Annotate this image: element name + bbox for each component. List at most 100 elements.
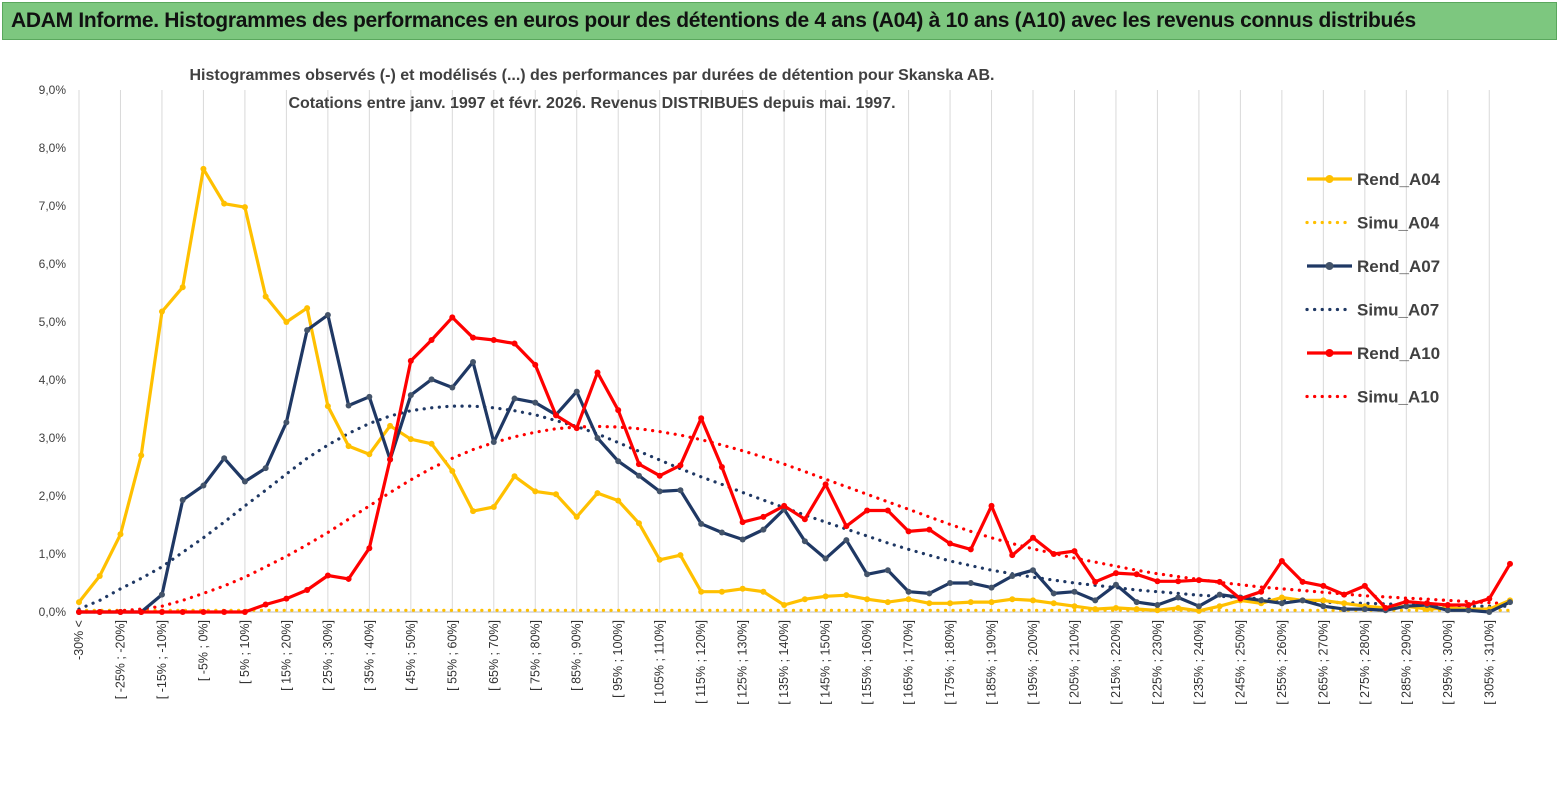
series-line — [77, 404, 1512, 611]
data-point — [1486, 595, 1493, 602]
data-point — [1195, 607, 1202, 614]
data-point — [1009, 596, 1016, 603]
data-point — [1009, 552, 1016, 559]
data-point — [615, 458, 622, 465]
data-point — [947, 540, 954, 547]
y-tick-label: 3,0% — [39, 431, 67, 445]
data-point — [594, 435, 601, 441]
data-point — [1341, 600, 1348, 607]
data-point — [801, 516, 808, 523]
data-point — [781, 602, 788, 609]
legend-label: Rend_A07 — [1357, 257, 1440, 276]
x-tick-label: [ 275% ; 280%] — [1358, 620, 1372, 705]
data-point — [1258, 597, 1265, 604]
series-line — [77, 424, 1512, 614]
data-point — [1278, 557, 1285, 564]
data-point — [781, 502, 788, 509]
data-point — [96, 609, 103, 615]
data-point — [1465, 602, 1472, 609]
data-point — [200, 609, 207, 615]
data-point — [1216, 591, 1223, 598]
legend-label: Simu_A07 — [1357, 301, 1439, 320]
y-tick-label: 8,0% — [39, 141, 67, 155]
x-tick-label: [ -25% ; -20%] — [113, 620, 127, 699]
data-point — [1320, 603, 1327, 610]
data-point — [656, 472, 663, 479]
y-tick-label: 4,0% — [39, 373, 67, 387]
series-rend-a07 — [76, 312, 1513, 615]
data-point — [1175, 604, 1182, 611]
data-point — [926, 590, 933, 597]
data-point — [1175, 578, 1182, 585]
data-point — [822, 593, 829, 600]
data-point — [179, 609, 186, 615]
data-point — [490, 439, 497, 446]
data-point — [926, 526, 933, 533]
data-point — [698, 588, 705, 595]
data-point — [1403, 598, 1410, 605]
data-point — [926, 600, 933, 607]
data-point — [677, 487, 684, 494]
data-point — [573, 513, 580, 520]
data-point — [615, 497, 622, 504]
data-point — [698, 415, 705, 422]
x-tick-label: -30% < — [72, 620, 86, 660]
data-point — [470, 508, 477, 515]
data-point — [283, 319, 290, 325]
data-point — [1071, 548, 1078, 555]
data-point — [158, 591, 165, 598]
x-tick-label: [ 85% ; 90%] — [570, 620, 584, 691]
data-point — [1486, 609, 1493, 615]
data-point — [324, 403, 331, 410]
data-point — [117, 531, 124, 538]
legend-item: Simu_A10 — [1305, 388, 1439, 407]
data-point — [511, 395, 518, 402]
data-point — [573, 388, 580, 395]
y-tick-label: 9,0% — [39, 83, 67, 97]
legend-item: Rend_A10 — [1307, 344, 1440, 363]
data-point — [1258, 588, 1265, 595]
x-tick-label: [ 285% ; 290%] — [1399, 620, 1413, 705]
legend: Rend_A04 Simu_A04 Rend_A07 Simu_A07 Rend_A10… — [1305, 170, 1441, 407]
data-point — [718, 464, 725, 470]
data-point — [615, 407, 622, 414]
x-tick-label: [ 175% ; 180%] — [943, 620, 957, 705]
legend-item: Rend_A07 — [1307, 257, 1440, 276]
data-point — [532, 361, 539, 368]
data-point — [1278, 600, 1285, 607]
y-tick-label: 7,0% — [39, 199, 67, 213]
data-point — [304, 327, 311, 334]
y-tick-label: 1,0% — [39, 547, 67, 561]
x-tick-label: [ 225% ; 230%] — [1150, 620, 1164, 705]
vertical-gridlines — [78, 90, 1510, 613]
data-point — [1195, 577, 1202, 584]
data-point — [1403, 603, 1410, 610]
data-point — [1133, 571, 1140, 578]
data-point — [1154, 607, 1161, 614]
data-point — [1112, 604, 1119, 611]
data-point — [553, 491, 559, 498]
data-point — [241, 478, 248, 485]
data-point — [573, 425, 580, 432]
data-point — [428, 440, 435, 447]
data-point — [1071, 603, 1078, 610]
data-point — [76, 609, 82, 615]
data-point — [304, 586, 311, 593]
legend-item: Simu_A07 — [1305, 301, 1439, 320]
x-tick-label: [ 5% ; 10%] — [238, 620, 252, 684]
data-point — [760, 526, 767, 533]
data-point — [1507, 560, 1513, 567]
series-rend-a04 — [76, 165, 1513, 614]
data-point — [138, 609, 145, 615]
data-point — [179, 284, 186, 291]
report-banner: ADAM Informe. Histogrammes des performan… — [2, 2, 1557, 40]
data-point — [656, 556, 663, 563]
data-point — [241, 609, 248, 615]
data-point — [387, 422, 394, 429]
legend-marker — [1325, 262, 1334, 270]
data-point — [511, 340, 518, 347]
data-point — [1092, 578, 1099, 585]
x-tick-label: [ 125% ; 130%] — [736, 620, 750, 705]
data-point — [532, 488, 539, 495]
data-point — [407, 392, 414, 399]
